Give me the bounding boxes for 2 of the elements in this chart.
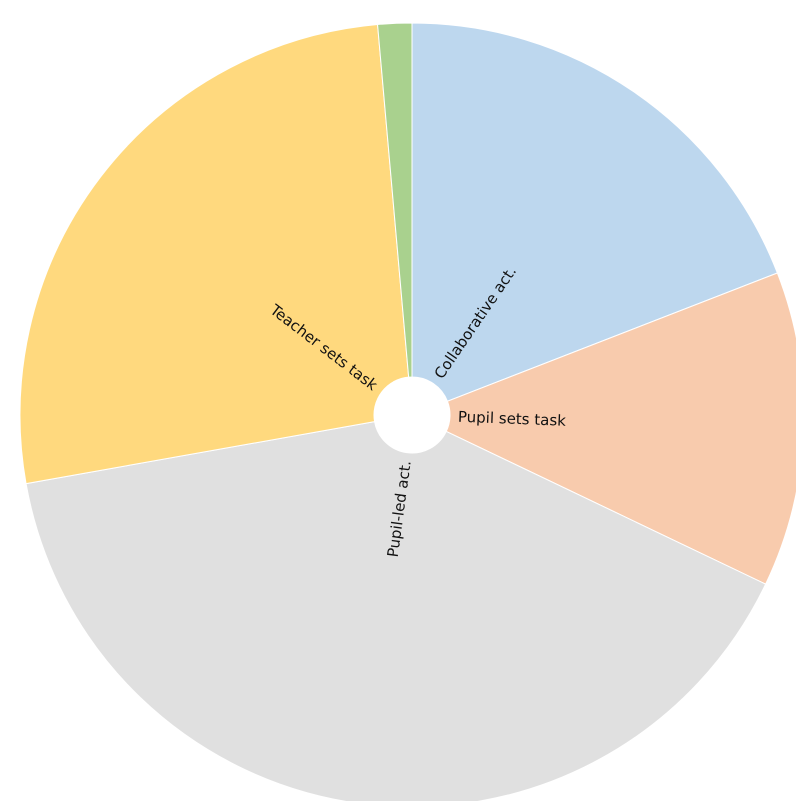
slice-label: Pupil sets task xyxy=(458,408,567,430)
slice-label: Pupil-led act. xyxy=(384,459,415,558)
